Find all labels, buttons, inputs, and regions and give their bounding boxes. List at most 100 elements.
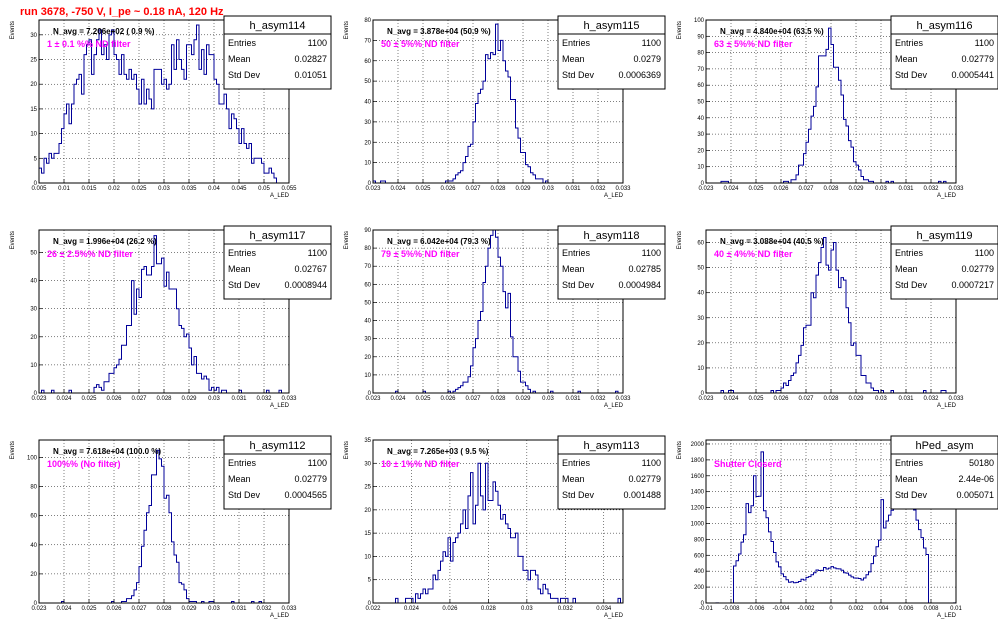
x-tick-label: 0.029 xyxy=(848,396,864,402)
histogram-panel: 0.023 0.024 0.025 0.026 0.027 0.028 0.029 0.03 0… xyxy=(344,225,666,409)
y-tick-label: 100 xyxy=(694,18,705,24)
x-tick-label: 0.024 xyxy=(723,396,739,402)
y-tick-label: 90 xyxy=(364,228,371,234)
x-tick-label: 0.027 xyxy=(131,606,147,612)
y-tick-label: 800 xyxy=(694,537,705,543)
x-tick-label: 0.031 xyxy=(231,606,247,612)
y-tick-label: 60 xyxy=(697,241,704,247)
x-tick-label: 0.025 xyxy=(748,396,764,402)
stats-box-frame xyxy=(223,225,332,300)
histogram-panel: 0.023 0.024 0.025 0.026 0.027 0.028 0.029 0.03 0… xyxy=(10,225,332,409)
y-tick-label: 5 xyxy=(34,156,38,162)
stats-box: h_asym118 Entries 1100 Mean 0.02785 Std Dev 0.… xyxy=(557,225,666,300)
x-tick-label: 0.028 xyxy=(481,606,497,612)
x-tick-label: 0.02 xyxy=(108,186,120,192)
stats-box: h_asym113 Entries 1100 Mean 0.02779 Std Dev 0.… xyxy=(557,435,666,510)
x-tick-label: 0.03 xyxy=(208,396,220,402)
y-tick-label: 35 xyxy=(364,438,371,444)
x-tick-label: 0.024 xyxy=(404,606,420,612)
y-tick-label: 60 xyxy=(697,83,704,89)
y-tick-label: 50 xyxy=(697,266,704,272)
y-tick-label: 40 xyxy=(30,279,37,285)
stats-value-std: 0.0005441 xyxy=(951,70,994,80)
y-tick-label: 10 xyxy=(697,165,704,171)
x-tick-label: 0.033 xyxy=(281,606,297,612)
x-axis-label: A_LED xyxy=(270,613,290,619)
x-axis-label: A_LED xyxy=(937,403,957,409)
y-tick-label: 40 xyxy=(364,100,371,106)
x-tick-label: 0.05 xyxy=(258,186,270,192)
stats-value-std: 0.001488 xyxy=(623,490,661,500)
x-tick-label: 0.032 xyxy=(558,606,574,612)
navg-label: N_avg = 4.840e+04 (63.5 %) xyxy=(720,27,824,36)
y-tick-label: 2000 xyxy=(691,442,705,448)
stats-label-mean: Mean xyxy=(228,54,251,64)
x-tick-label: 0.027 xyxy=(465,396,481,402)
x-tick-label: 0.031 xyxy=(565,396,581,402)
histogram-panel: 0.023 0.024 0.025 0.026 0.027 0.028 0.029 0.03 0… xyxy=(677,225,998,409)
stats-box: h_asym117 Entries 1100 Mean 0.02767 Std Dev 0.… xyxy=(223,225,332,300)
stats-label-entries: Entries xyxy=(895,38,924,48)
x-tick-label: 0.002 xyxy=(848,606,864,612)
x-tick-label: 0.033 xyxy=(281,396,297,402)
y-axis-label: Events xyxy=(344,441,350,459)
x-tick-label: 0.008 xyxy=(923,606,939,612)
x-tick-label: 0.027 xyxy=(798,396,814,402)
x-tick-label: 0.045 xyxy=(231,186,247,192)
x-tick-label: 0.028 xyxy=(823,186,839,192)
y-tick-label: 90 xyxy=(697,34,704,40)
stats-label-entries: Entries xyxy=(562,458,591,468)
y-tick-label: 0 xyxy=(34,601,38,607)
y-tick-label: 40 xyxy=(697,291,704,297)
stats-label-std: Std Dev xyxy=(228,490,261,500)
stats-label-mean: Mean xyxy=(895,54,918,64)
stats-value-std: 0.0008944 xyxy=(284,280,327,290)
stats-label-std: Std Dev xyxy=(895,490,928,500)
stats-value-mean: 0.02779 xyxy=(294,474,327,484)
navg-label: N_avg = 7.618e+04 (100.0 %) xyxy=(53,447,161,456)
x-tick-label: 0.032 xyxy=(256,606,272,612)
stats-label-entries: Entries xyxy=(895,458,924,468)
stats-box: h_asym119 Entries 1100 Mean 0.02779 Std Dev 0.… xyxy=(890,225,998,300)
x-tick-label: 0.031 xyxy=(565,186,581,192)
x-tick-label: 0.026 xyxy=(440,396,456,402)
stats-histogram-name: h_asym115 xyxy=(583,20,639,32)
stats-label-entries: Entries xyxy=(895,248,924,258)
stats-box-frame xyxy=(890,15,998,90)
stats-value-std: 0.01051 xyxy=(294,70,327,80)
filter-label: 26 ± 2.5%% ND filter xyxy=(47,249,133,259)
stats-label-std: Std Dev xyxy=(895,70,928,80)
stats-value-std: 0.0004565 xyxy=(284,490,327,500)
stats-label-entries: Entries xyxy=(228,458,257,468)
stats-histogram-name: h_asym117 xyxy=(249,230,305,242)
x-tick-label: 0.028 xyxy=(823,396,839,402)
stats-label-mean: Mean xyxy=(228,264,251,274)
stats-histogram-name: h_asym119 xyxy=(916,230,972,242)
filter-label: 100%% (No filter) xyxy=(47,459,121,469)
histogram-panel: 0.023 0.024 0.025 0.026 0.027 0.028 0.029 0.03 0… xyxy=(10,435,332,619)
x-tick-label: 0.026 xyxy=(442,606,458,612)
stats-box-frame xyxy=(557,435,666,510)
stats-value-std: 0.005071 xyxy=(956,490,994,500)
y-tick-label: 30 xyxy=(30,307,37,313)
x-axis-label: A_LED xyxy=(270,193,290,199)
y-tick-label: 30 xyxy=(30,33,37,39)
filter-label: 1 ± 0.1 %% ND filter xyxy=(47,39,131,49)
y-tick-label: 60 xyxy=(30,514,37,520)
x-tick-label: 0.023 xyxy=(31,606,47,612)
x-tick-label: 0.029 xyxy=(848,186,864,192)
stats-value-entries: 1100 xyxy=(975,248,994,258)
stats-value-mean: 0.02779 xyxy=(628,474,661,484)
y-tick-label: 30 xyxy=(697,316,704,322)
stats-label-std: Std Dev xyxy=(562,70,595,80)
y-tick-label: 0 xyxy=(368,391,372,397)
stats-label-entries: Entries xyxy=(562,248,591,258)
y-tick-label: 25 xyxy=(364,485,371,491)
y-tick-label: 40 xyxy=(30,543,37,549)
stats-value-entries: 1100 xyxy=(642,248,661,258)
histogram-panel: -0.01 -0.008 -0.006 -0.004 -0.002 0 0.002 0.004… xyxy=(677,435,998,619)
y-axis-label: Events xyxy=(10,21,16,39)
x-tick-label: 0.03 xyxy=(542,186,554,192)
x-tick-label: 0.033 xyxy=(615,396,631,402)
plot-frame xyxy=(372,439,624,604)
